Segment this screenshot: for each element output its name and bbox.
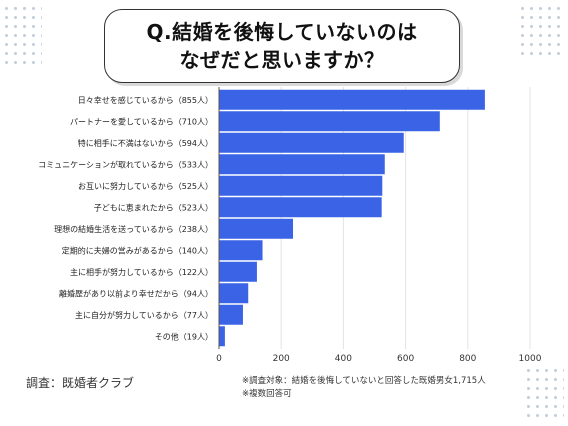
x-tick-label: 0: [216, 354, 222, 364]
bar: [219, 89, 485, 110]
x-tick-label: 200: [273, 354, 290, 364]
category-label: その他（19人）: [155, 331, 213, 341]
bar: [219, 197, 382, 218]
survey-note-multiple: ※複数回答可: [242, 389, 292, 399]
category-label: お互いに努力しているから（525人）: [78, 181, 213, 191]
decorative-dots-bottom-right: [524, 366, 564, 422]
survey-note-target: ※調査対象：結婚を後悔していないと回答した既婚男女1,715人: [242, 376, 486, 386]
bar: [219, 261, 257, 282]
bar: [219, 283, 249, 304]
category-label: 主に自分が努力しているから（77人）: [75, 310, 213, 320]
category-label: 主に相手が努力しているから（122人）: [70, 267, 213, 277]
bar: [219, 111, 440, 132]
category-label: 特に相手に不満はないから（594人）: [78, 138, 213, 148]
bar: [219, 304, 243, 325]
category-label: コミュニケーションが取れているから（533人）: [38, 159, 213, 169]
title-line-1: Q.結婚を後悔していないのは: [146, 20, 418, 44]
title-box: Q.結婚を後悔していないのは なぜだと思いますか？: [104, 9, 460, 83]
decorative-dots-top-left: [2, 4, 42, 68]
bar: [219, 132, 404, 153]
title-line-2: なぜだと思いますか？: [179, 48, 385, 72]
category-label: 日々幸せを感じているから（855人）: [78, 95, 213, 105]
source-label: 調査：既婚者クラブ: [26, 376, 135, 390]
category-label: 定期的に夫婦の営みがあるから（140人）: [62, 245, 213, 255]
bar: [219, 154, 385, 175]
bar: [219, 218, 294, 239]
x-tick-label: 800: [459, 354, 476, 364]
bar: [219, 326, 225, 347]
x-tick-label: 400: [335, 354, 352, 364]
category-label: 離婚歴があり以前より幸せだから（94人）: [59, 288, 213, 298]
survey-notes: ※調査対象：結婚を後悔していないと回答した既婚男女1,715人 ※複数回答可: [242, 375, 486, 401]
category-label: 理想の結婚生活を送っているから（238人）: [54, 224, 213, 234]
bar: [219, 240, 263, 261]
bar: [219, 175, 383, 196]
decorative-dots-top-right: [518, 4, 564, 60]
x-tick-label: 1000: [519, 354, 542, 364]
category-label: パートナーを愛しているから（710人）: [70, 116, 213, 126]
x-tick-label: 600: [397, 354, 414, 364]
category-label: 子どもに恵まれたから（523人）: [94, 202, 213, 212]
